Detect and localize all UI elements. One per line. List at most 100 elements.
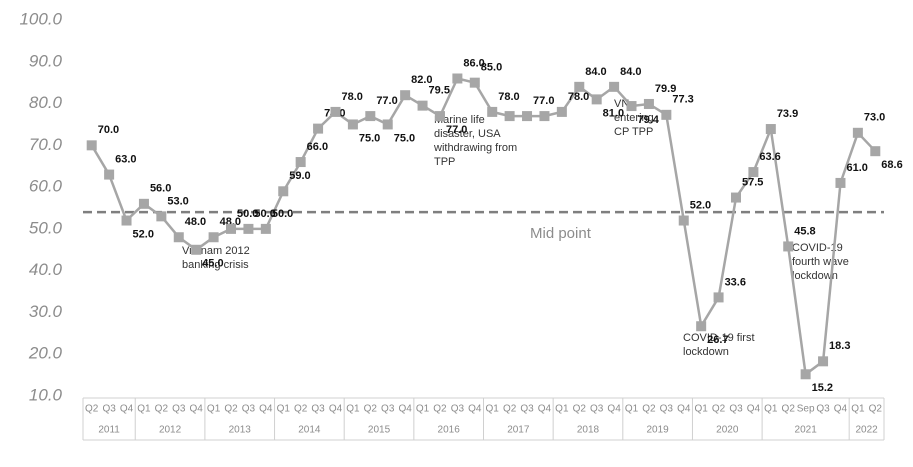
x-tick-label: Q3 xyxy=(520,404,534,415)
x-tick-label: Q1 xyxy=(625,404,639,415)
marker xyxy=(487,106,498,117)
marker xyxy=(86,140,97,151)
x-tick-label: Q4 xyxy=(607,404,621,415)
marker xyxy=(730,192,741,203)
data-label: 79.9 xyxy=(655,83,676,95)
marker xyxy=(713,292,724,303)
annotation: COVID-19 fourth wave lockdown xyxy=(792,242,849,282)
data-label: 56.0 xyxy=(150,183,171,195)
data-label: 77.3 xyxy=(672,94,693,106)
x-tick-label: Q3 xyxy=(729,404,743,415)
x-tick-label: Q1 xyxy=(555,404,569,415)
data-label: 70.0 xyxy=(98,124,119,136)
marker xyxy=(765,124,776,135)
data-label: 77.0 xyxy=(446,124,467,136)
x-tick-label: Q1 xyxy=(346,404,360,415)
marker xyxy=(504,111,515,122)
data-label: 15.2 xyxy=(812,382,833,394)
annotation-line: lockdown xyxy=(683,346,729,358)
marker xyxy=(400,90,411,101)
marker xyxy=(121,215,132,226)
data-label: 59.0 xyxy=(289,170,310,182)
marker xyxy=(208,232,219,243)
y-tick-label: 90.0 xyxy=(29,51,63,70)
year-label: 2015 xyxy=(368,425,391,436)
data-label: 78.0 xyxy=(341,91,362,103)
marker xyxy=(591,94,602,105)
annotation-line: fourth wave xyxy=(792,256,849,268)
annotation-line: TPP xyxy=(434,156,455,168)
data-label: 45.0 xyxy=(202,258,223,270)
year-label: 2018 xyxy=(577,425,600,436)
data-label: 75.0 xyxy=(394,132,415,144)
year-label: 2016 xyxy=(438,425,461,436)
year-label: 2014 xyxy=(298,425,321,436)
data-label: 78.0 xyxy=(568,91,589,103)
data-label: 84.0 xyxy=(585,66,606,78)
x-tick-label: Q3 xyxy=(311,404,325,415)
y-tick-label: 100.0 xyxy=(19,9,62,28)
marker xyxy=(191,244,202,255)
x-tick-label: Q2 xyxy=(869,404,883,415)
data-label: 50.0 xyxy=(237,208,258,220)
data-label: 63.6 xyxy=(759,151,780,163)
x-tick-label: Q3 xyxy=(172,404,186,415)
data-label: 86.0 xyxy=(463,57,484,69)
x-tick-label: Q2 xyxy=(782,404,796,415)
x-tick-label: Q4 xyxy=(259,404,273,415)
data-label: 45.8 xyxy=(794,225,815,237)
year-label: 2017 xyxy=(507,425,530,436)
x-tick-label: Q3 xyxy=(102,404,116,415)
marker xyxy=(852,127,863,138)
x-tick-label: Sep xyxy=(797,404,815,415)
annotation: Marine life disaster, USA withdrawing fr… xyxy=(433,114,517,168)
annotation: VN entering CP TPP xyxy=(614,98,654,138)
marker xyxy=(678,215,689,226)
y-tick-label: 70.0 xyxy=(29,135,63,154)
data-label: 84.0 xyxy=(620,66,641,78)
x-tick-label: Q2 xyxy=(642,404,656,415)
x-tick-label: Q1 xyxy=(764,404,778,415)
y-tick-label: 50.0 xyxy=(29,218,63,237)
x-tick-label: Q2 xyxy=(85,404,99,415)
x-tick-label: Q4 xyxy=(677,404,691,415)
marker xyxy=(104,169,115,180)
marker xyxy=(643,98,654,109)
annotation-line: withdrawing from xyxy=(433,142,517,154)
year-label: 2019 xyxy=(647,425,670,436)
x-tick-label: Q3 xyxy=(451,404,465,415)
data-label: 85.0 xyxy=(481,62,502,74)
marker xyxy=(539,111,550,122)
year-label: 2020 xyxy=(716,425,739,436)
x-tick-label: Q1 xyxy=(207,404,221,415)
y-tick-label: 20.0 xyxy=(28,344,63,363)
x-tick-label: Q4 xyxy=(747,404,761,415)
marker xyxy=(452,73,463,84)
x-tick-label: Q4 xyxy=(538,404,552,415)
marker xyxy=(748,167,759,178)
marker xyxy=(295,157,306,168)
x-tick-label: Q2 xyxy=(155,404,169,415)
data-label: 77.0 xyxy=(376,95,397,107)
annotation-line: CP TPP xyxy=(614,126,653,138)
data-label: 73.9 xyxy=(777,108,798,120)
year-label: 2021 xyxy=(795,425,818,436)
marker xyxy=(522,111,533,122)
marker xyxy=(417,100,428,111)
data-label: 33.6 xyxy=(725,276,746,288)
line xyxy=(90,77,877,377)
data-label: 66.0 xyxy=(307,141,328,153)
annotation-line: disaster, USA xyxy=(434,128,501,140)
marker xyxy=(626,101,637,112)
marker xyxy=(818,356,829,367)
annotation-line: banking crisis xyxy=(182,259,249,271)
data-label: 77.0 xyxy=(533,95,554,107)
x-tick-label: Q4 xyxy=(834,404,848,415)
data-label: 63.0 xyxy=(115,153,136,165)
data-label: 75.0 xyxy=(359,132,380,144)
x-tick-label: Q4 xyxy=(468,404,482,415)
x-tick-label: Q4 xyxy=(329,404,343,415)
marker xyxy=(609,81,620,92)
year-label: 2013 xyxy=(229,425,252,436)
marker xyxy=(226,223,237,234)
